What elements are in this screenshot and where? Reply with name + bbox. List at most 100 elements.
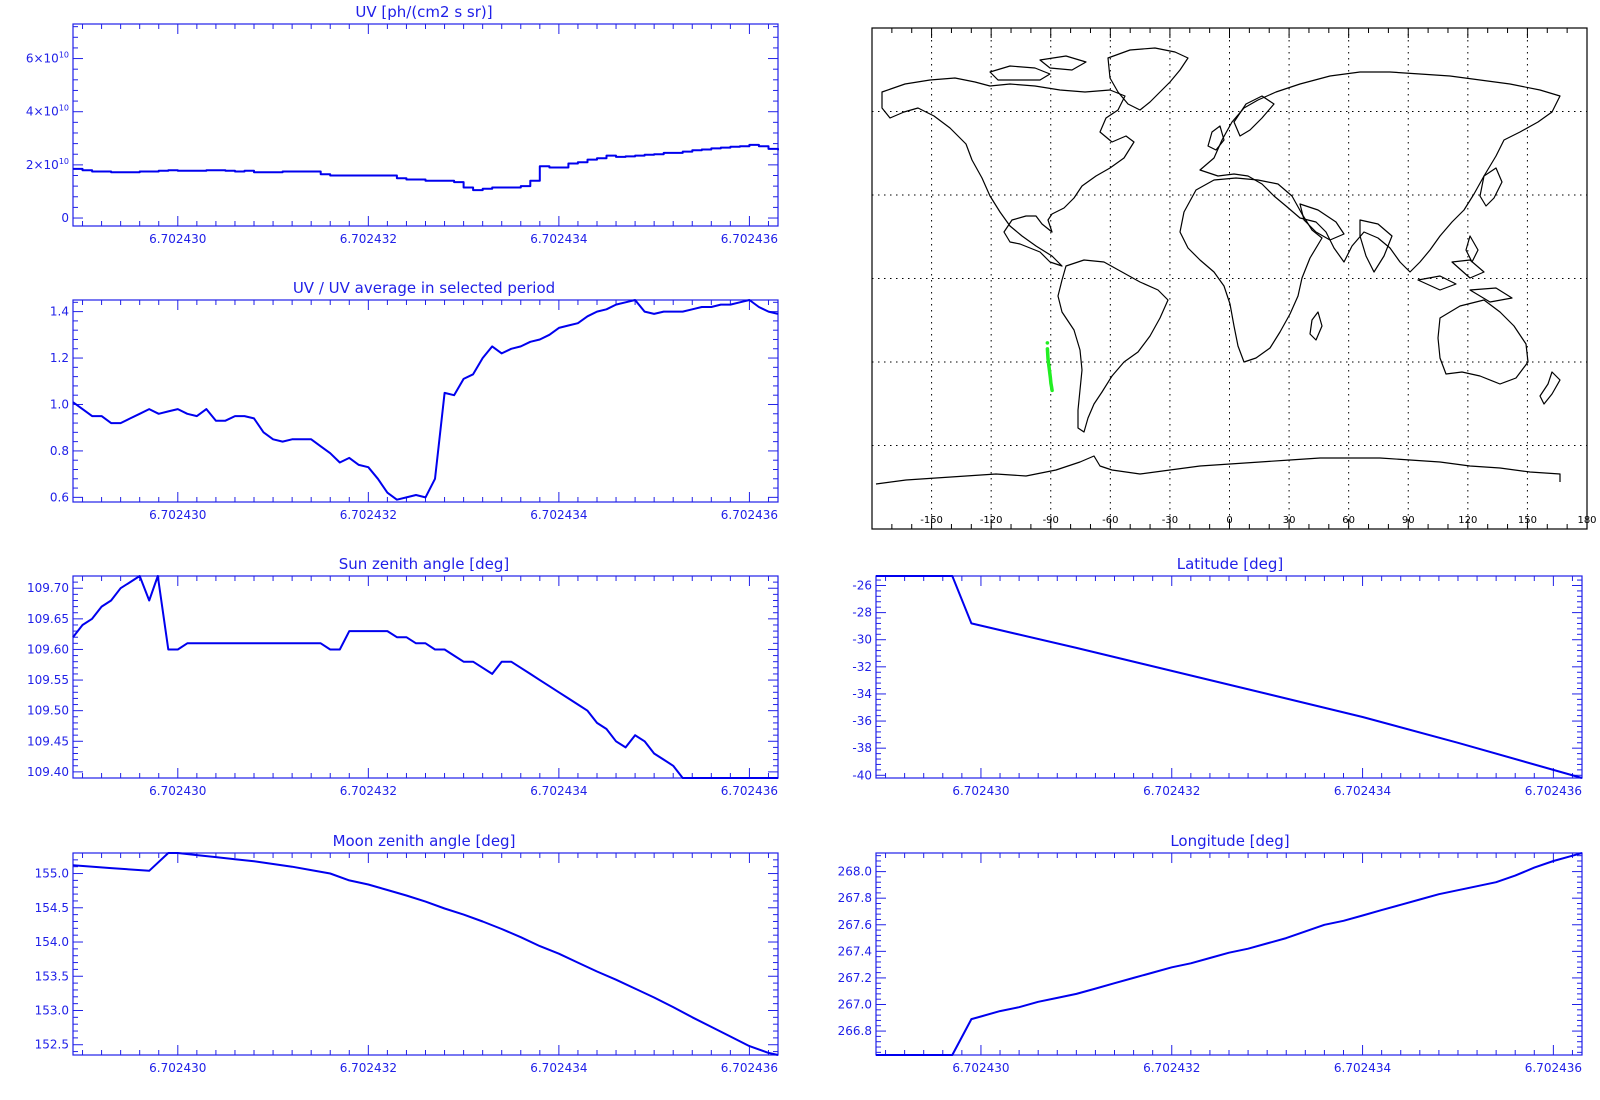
sun-zenith-ytick-label: 109.60 xyxy=(27,642,69,656)
longitude-xtick-label: 6.702430 xyxy=(952,1061,1009,1075)
sun-zenith-xtick-label: 6.702434 xyxy=(530,784,587,798)
uv-tick-labels: 6.702430 6.702432 6.702434 6.70243602×10104… xyxy=(26,51,778,246)
track-map-xtick-label: 120 xyxy=(1458,515,1477,526)
longitude-ytick-label: 267.8 xyxy=(838,891,872,905)
track-map-xtick-label: 180 xyxy=(1577,515,1596,526)
track-map-xtick-label: 60 xyxy=(1342,515,1355,526)
moon-zenith-ytick-label: 153.0 xyxy=(35,1003,69,1017)
moon-zenith-xtick-label: 6.702432 xyxy=(340,1061,397,1075)
track-map-xtick-label: 30 xyxy=(1283,515,1296,526)
longitude-ytick-label: 266.8 xyxy=(838,1024,872,1038)
coast-new-zealand xyxy=(1539,371,1561,405)
uv-ratio-ytick-label: 1.0 xyxy=(50,397,69,411)
uv-ratio-xtick-label: 6.702436 xyxy=(721,508,778,522)
sun-zenith-xtick-label: 6.702436 xyxy=(721,784,778,798)
sun-zenith-panel-title: Sun zenith angle [deg] xyxy=(339,555,510,573)
uv-ytick-base: 4×10 xyxy=(26,105,59,119)
moon-zenith-ytick-label: 154.5 xyxy=(35,901,69,915)
uv-ytick-label: 2×1010 xyxy=(26,157,69,172)
sun-zenith-tick-labels: 6.702430 6.702432 6.702434 6.702436 109.40 10… xyxy=(27,581,778,798)
sun-zenith-ytick-label: 109.50 xyxy=(27,704,69,718)
uv-ratio-xtick-label: 6.702434 xyxy=(530,508,587,522)
moon-zenith-frame xyxy=(72,852,779,1056)
longitude-axes xyxy=(875,852,1583,1056)
uv-ratio-ytick-label: 1.4 xyxy=(50,305,69,319)
longitude-ytick-label: 267.0 xyxy=(838,998,872,1012)
coast-greenland xyxy=(1107,47,1189,111)
sun-zenith-xtick-label: 6.702430 xyxy=(149,784,206,798)
track-map-xtick-label: 90 xyxy=(1402,515,1415,526)
uv-ytick-exp: 10 xyxy=(59,157,69,166)
longitude-tick-labels: 6.702430 6.702432 6.702434 6.702436 266.8 267… xyxy=(838,865,1582,1075)
latitude-axes xyxy=(875,575,1583,779)
track-map-frame xyxy=(871,27,1588,530)
uv-ratio-axes xyxy=(72,299,779,503)
uv-ratio-ytick-label: 1.2 xyxy=(50,351,69,365)
uv-panel-title: UV [ph/(cm2 s sr)] xyxy=(355,3,492,21)
track-map-panel: -150 -120 -90 -60 -30 0 30 60 90 120 150 180 xyxy=(871,27,1597,530)
longitude-series xyxy=(876,852,1583,1056)
uv-ratio-line xyxy=(72,299,779,501)
latitude-series xyxy=(876,575,1583,779)
coast-australia xyxy=(1437,299,1529,385)
sun-zenith-ytick-label: 109.70 xyxy=(27,581,69,595)
map-coastlines xyxy=(875,47,1561,485)
track-line xyxy=(1045,347,1054,393)
longitude-ytick-label: 267.4 xyxy=(838,944,872,958)
uv-ratio-ytick-label: 0.6 xyxy=(50,490,69,504)
longitude-xtick-label: 6.702432 xyxy=(1143,1061,1200,1075)
longitude-ytick-label: 267.2 xyxy=(838,971,872,985)
coast-arabia xyxy=(1299,203,1345,241)
coast-japan xyxy=(1479,167,1503,207)
moon-zenith-tick-labels: 6.702430 6.702432 6.702434 6.702436 152.5 153… xyxy=(35,867,778,1075)
longitude-ytick-label: 268.0 xyxy=(838,865,872,879)
sun-zenith-ytick-label: 109.45 xyxy=(27,734,69,748)
uv-ytick-label: 6×1010 xyxy=(26,51,69,66)
coast-scandinavia xyxy=(1233,95,1275,137)
moon-zenith-xtick-label: 6.702430 xyxy=(149,1061,206,1075)
uv-ytick-label: 0 xyxy=(61,211,69,225)
longitude-xtick-label: 6.702436 xyxy=(1525,1061,1582,1075)
map-frame xyxy=(871,27,1588,530)
sun-zenith-panel: Sun zenith angle [deg] 6.702430 6.702432 6… xyxy=(27,555,779,798)
latitude-xtick-label: 6.702434 xyxy=(1334,784,1391,798)
moon-zenith-panel: Moon zenith angle [deg] 6.702430 6.702432… xyxy=(35,832,779,1075)
latitude-ytick-label: -38 xyxy=(852,741,872,755)
moon-zenith-xtick-label: 6.702434 xyxy=(530,1061,587,1075)
uv-ratio-ytick-label: 0.8 xyxy=(50,444,69,458)
coast-india xyxy=(1359,219,1393,273)
latitude-tick-labels: 6.702430 6.702432 6.702434 6.702436 -40 -38 -3… xyxy=(852,578,1582,798)
latitude-ytick-label: -28 xyxy=(852,606,872,620)
uv-ratio-xtick-label: 6.702430 xyxy=(149,508,206,522)
moon-zenith-panel-title: Moon zenith angle [deg] xyxy=(333,832,516,850)
track-start-point xyxy=(1045,341,1050,345)
longitude-panel: Longitude [deg] 6.702430 6.702432 6.702434… xyxy=(838,832,1583,1075)
latitude-ytick-label: -36 xyxy=(852,714,872,728)
uv-line xyxy=(73,143,779,192)
sun-zenith-ytick-label: 109.40 xyxy=(27,765,69,779)
uv-ratio-panel: UV / UV average in selected period 6.702… xyxy=(50,279,779,522)
latitude-xtick-label: 6.702430 xyxy=(952,784,1009,798)
uv-ratio-tick-labels: 6.702430 6.702432 6.702434 6.702436 0.6 0.8 1.… xyxy=(50,305,778,522)
latitude-ytick-label: -40 xyxy=(852,768,872,782)
latitude-panel-title: Latitude [deg] xyxy=(1177,555,1283,573)
uv-ytick-base: 6×10 xyxy=(26,52,59,66)
uv-panel: UV [ph/(cm2 s sr)] 6.702430 6.702432 6.702… xyxy=(26,3,779,246)
moon-zenith-series xyxy=(72,852,779,1056)
uv-ratio-frame xyxy=(72,299,779,503)
track-map-xtick-label: -90 xyxy=(1043,515,1059,526)
latitude-ytick-label: -34 xyxy=(852,687,872,701)
uv-ratio-xtick-label: 6.702432 xyxy=(340,508,397,522)
latitude-xtick-label: 6.702436 xyxy=(1525,784,1582,798)
latitude-panel: Latitude [deg] 6.702430 6.702432 6.702434 6… xyxy=(852,555,1583,798)
longitude-frame xyxy=(875,852,1583,1056)
moon-zenith-ytick-label: 153.5 xyxy=(35,969,69,983)
coast-arctic-islands xyxy=(989,55,1087,81)
sun-zenith-line xyxy=(72,575,778,779)
uv-ytick-exp: 10 xyxy=(59,51,69,60)
longitude-panel-title: Longitude [deg] xyxy=(1170,832,1289,850)
latitude-line xyxy=(876,575,1583,779)
coast-south-america xyxy=(1057,259,1169,433)
sun-zenith-xtick-label: 6.702432 xyxy=(340,784,397,798)
